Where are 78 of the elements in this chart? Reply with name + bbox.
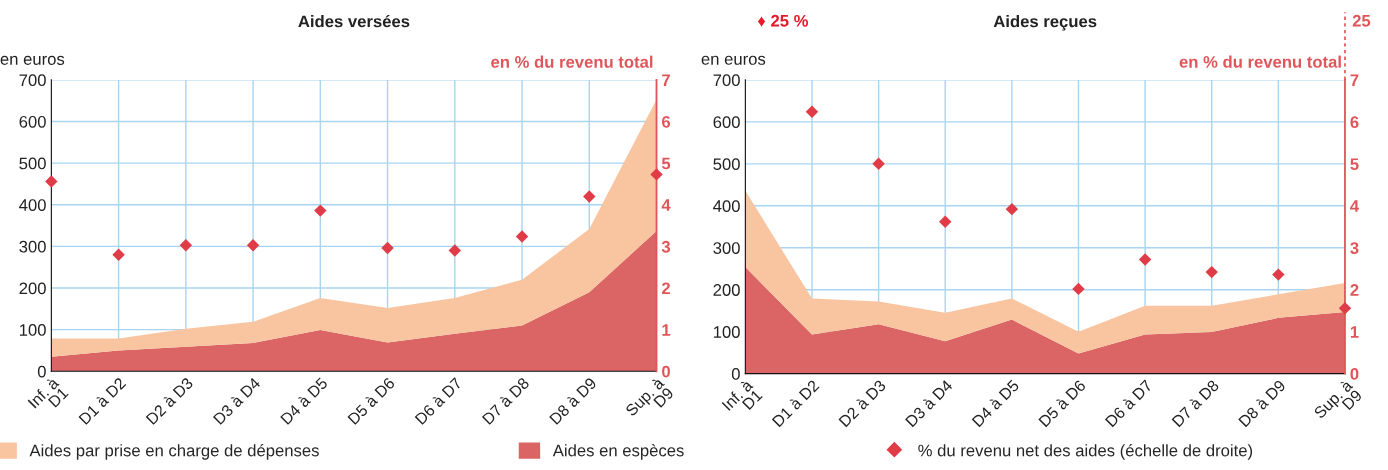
y2-tick-label: 7 bbox=[662, 74, 670, 86]
point bbox=[1205, 265, 1218, 279]
y2-tick-label: 4 bbox=[1350, 200, 1360, 212]
x-tick-label: D8 à D9 bbox=[1237, 378, 1287, 428]
point bbox=[650, 168, 663, 181]
y2-tick-label: 0 bbox=[662, 365, 670, 378]
point bbox=[1005, 202, 1019, 216]
y2-tick-label: 3 bbox=[661, 240, 671, 253]
chart-title: Aides versées bbox=[298, 14, 410, 28]
legend-label: Aides par prise en charge de dépenses bbox=[29, 443, 319, 460]
y-tick-label: 0 bbox=[37, 365, 46, 378]
x-tick-label: D5 à D6 bbox=[346, 376, 396, 425]
y2-tick-label: 1 bbox=[1350, 326, 1359, 338]
y-tick-label: 300 bbox=[19, 240, 46, 253]
y2-axis-title: en % du revenu total bbox=[491, 55, 653, 68]
x-tick-label: D2 à D3 bbox=[145, 376, 194, 425]
y-tick-label: 500 bbox=[19, 157, 46, 170]
y-tick-label: 500 bbox=[713, 158, 740, 171]
y2-tick-label: 6 bbox=[1350, 116, 1359, 129]
text: ♦ 25 % bbox=[757, 14, 809, 27]
text: 25 bbox=[1352, 14, 1371, 27]
point bbox=[805, 105, 819, 118]
y-tick-label: 700 bbox=[713, 74, 740, 87]
x-tick-label: D7 à D8 bbox=[481, 376, 530, 425]
y-tick-label: 100 bbox=[19, 324, 46, 336]
y-tick-label: 200 bbox=[713, 284, 740, 296]
y-tick-label: 100 bbox=[713, 326, 740, 338]
legend-label: % du revenu net des aides (échelle de droite) bbox=[918, 443, 1253, 460]
x-tick-label: D7 à D8 bbox=[1171, 378, 1220, 428]
y-tick-label: 600 bbox=[713, 116, 740, 129]
x-tick-label: D8 à D9 bbox=[548, 376, 598, 425]
point bbox=[1072, 282, 1085, 296]
y2-tick-label: 7 bbox=[1350, 74, 1359, 86]
y-axis-title: en euros bbox=[0, 55, 65, 65]
y2-tick-label: 2 bbox=[1350, 284, 1359, 296]
x-tick-label: D6 à D7 bbox=[414, 376, 463, 425]
y-tick-label: 400 bbox=[19, 199, 46, 211]
y-tick-label: 300 bbox=[713, 242, 740, 254]
y-tick-label: 700 bbox=[19, 74, 46, 87]
y2-tick-label: 5 bbox=[1350, 158, 1359, 171]
x-tick-label: D6 à D7 bbox=[1104, 378, 1153, 428]
y2-tick-label: 4 bbox=[661, 199, 671, 211]
point bbox=[448, 244, 462, 257]
y2-tick-label: 6 bbox=[661, 115, 671, 128]
y2-tick-label: 3 bbox=[1350, 242, 1359, 254]
point bbox=[381, 241, 394, 255]
y2-tick-label: 0 bbox=[1350, 368, 1359, 380]
y-tick-label: 0 bbox=[731, 368, 740, 380]
point bbox=[1138, 253, 1152, 266]
legend-label: Aides en espèces bbox=[552, 443, 684, 460]
y-tick-label: 600 bbox=[19, 115, 46, 128]
x-tick-label: D1 à D2 bbox=[771, 378, 820, 428]
point bbox=[112, 248, 125, 261]
point bbox=[939, 215, 952, 228]
x-tick-label: D5 à D6 bbox=[1037, 378, 1087, 428]
y2-tick-label: 1 bbox=[662, 324, 671, 336]
x-tick-label: D4 à D5 bbox=[279, 376, 329, 425]
x-tick-label: D4 à D5 bbox=[971, 378, 1020, 428]
x-tick-label: D1 à D2 bbox=[77, 376, 127, 425]
x-tick-label: D3 à D4 bbox=[904, 378, 954, 428]
point bbox=[314, 204, 327, 217]
point bbox=[872, 157, 885, 171]
y-tick-label: 200 bbox=[19, 282, 46, 295]
x-tick-label: D3 à D4 bbox=[212, 376, 262, 425]
point bbox=[246, 238, 260, 252]
point bbox=[1338, 301, 1352, 315]
chart-title: Aides reçues bbox=[993, 15, 1097, 31]
point bbox=[1272, 268, 1285, 281]
y2-axis-title: en % du revenu total bbox=[1179, 55, 1341, 68]
point bbox=[515, 230, 529, 243]
point bbox=[583, 190, 596, 203]
y2-tick-label: 5 bbox=[661, 157, 671, 170]
y-tick-label: 400 bbox=[713, 200, 740, 212]
x-tick-label: D2 à D3 bbox=[837, 378, 887, 428]
point bbox=[45, 175, 58, 188]
point bbox=[179, 238, 193, 252]
y2-tick-label: 2 bbox=[661, 282, 670, 295]
y-axis-title: en euros bbox=[701, 55, 766, 65]
